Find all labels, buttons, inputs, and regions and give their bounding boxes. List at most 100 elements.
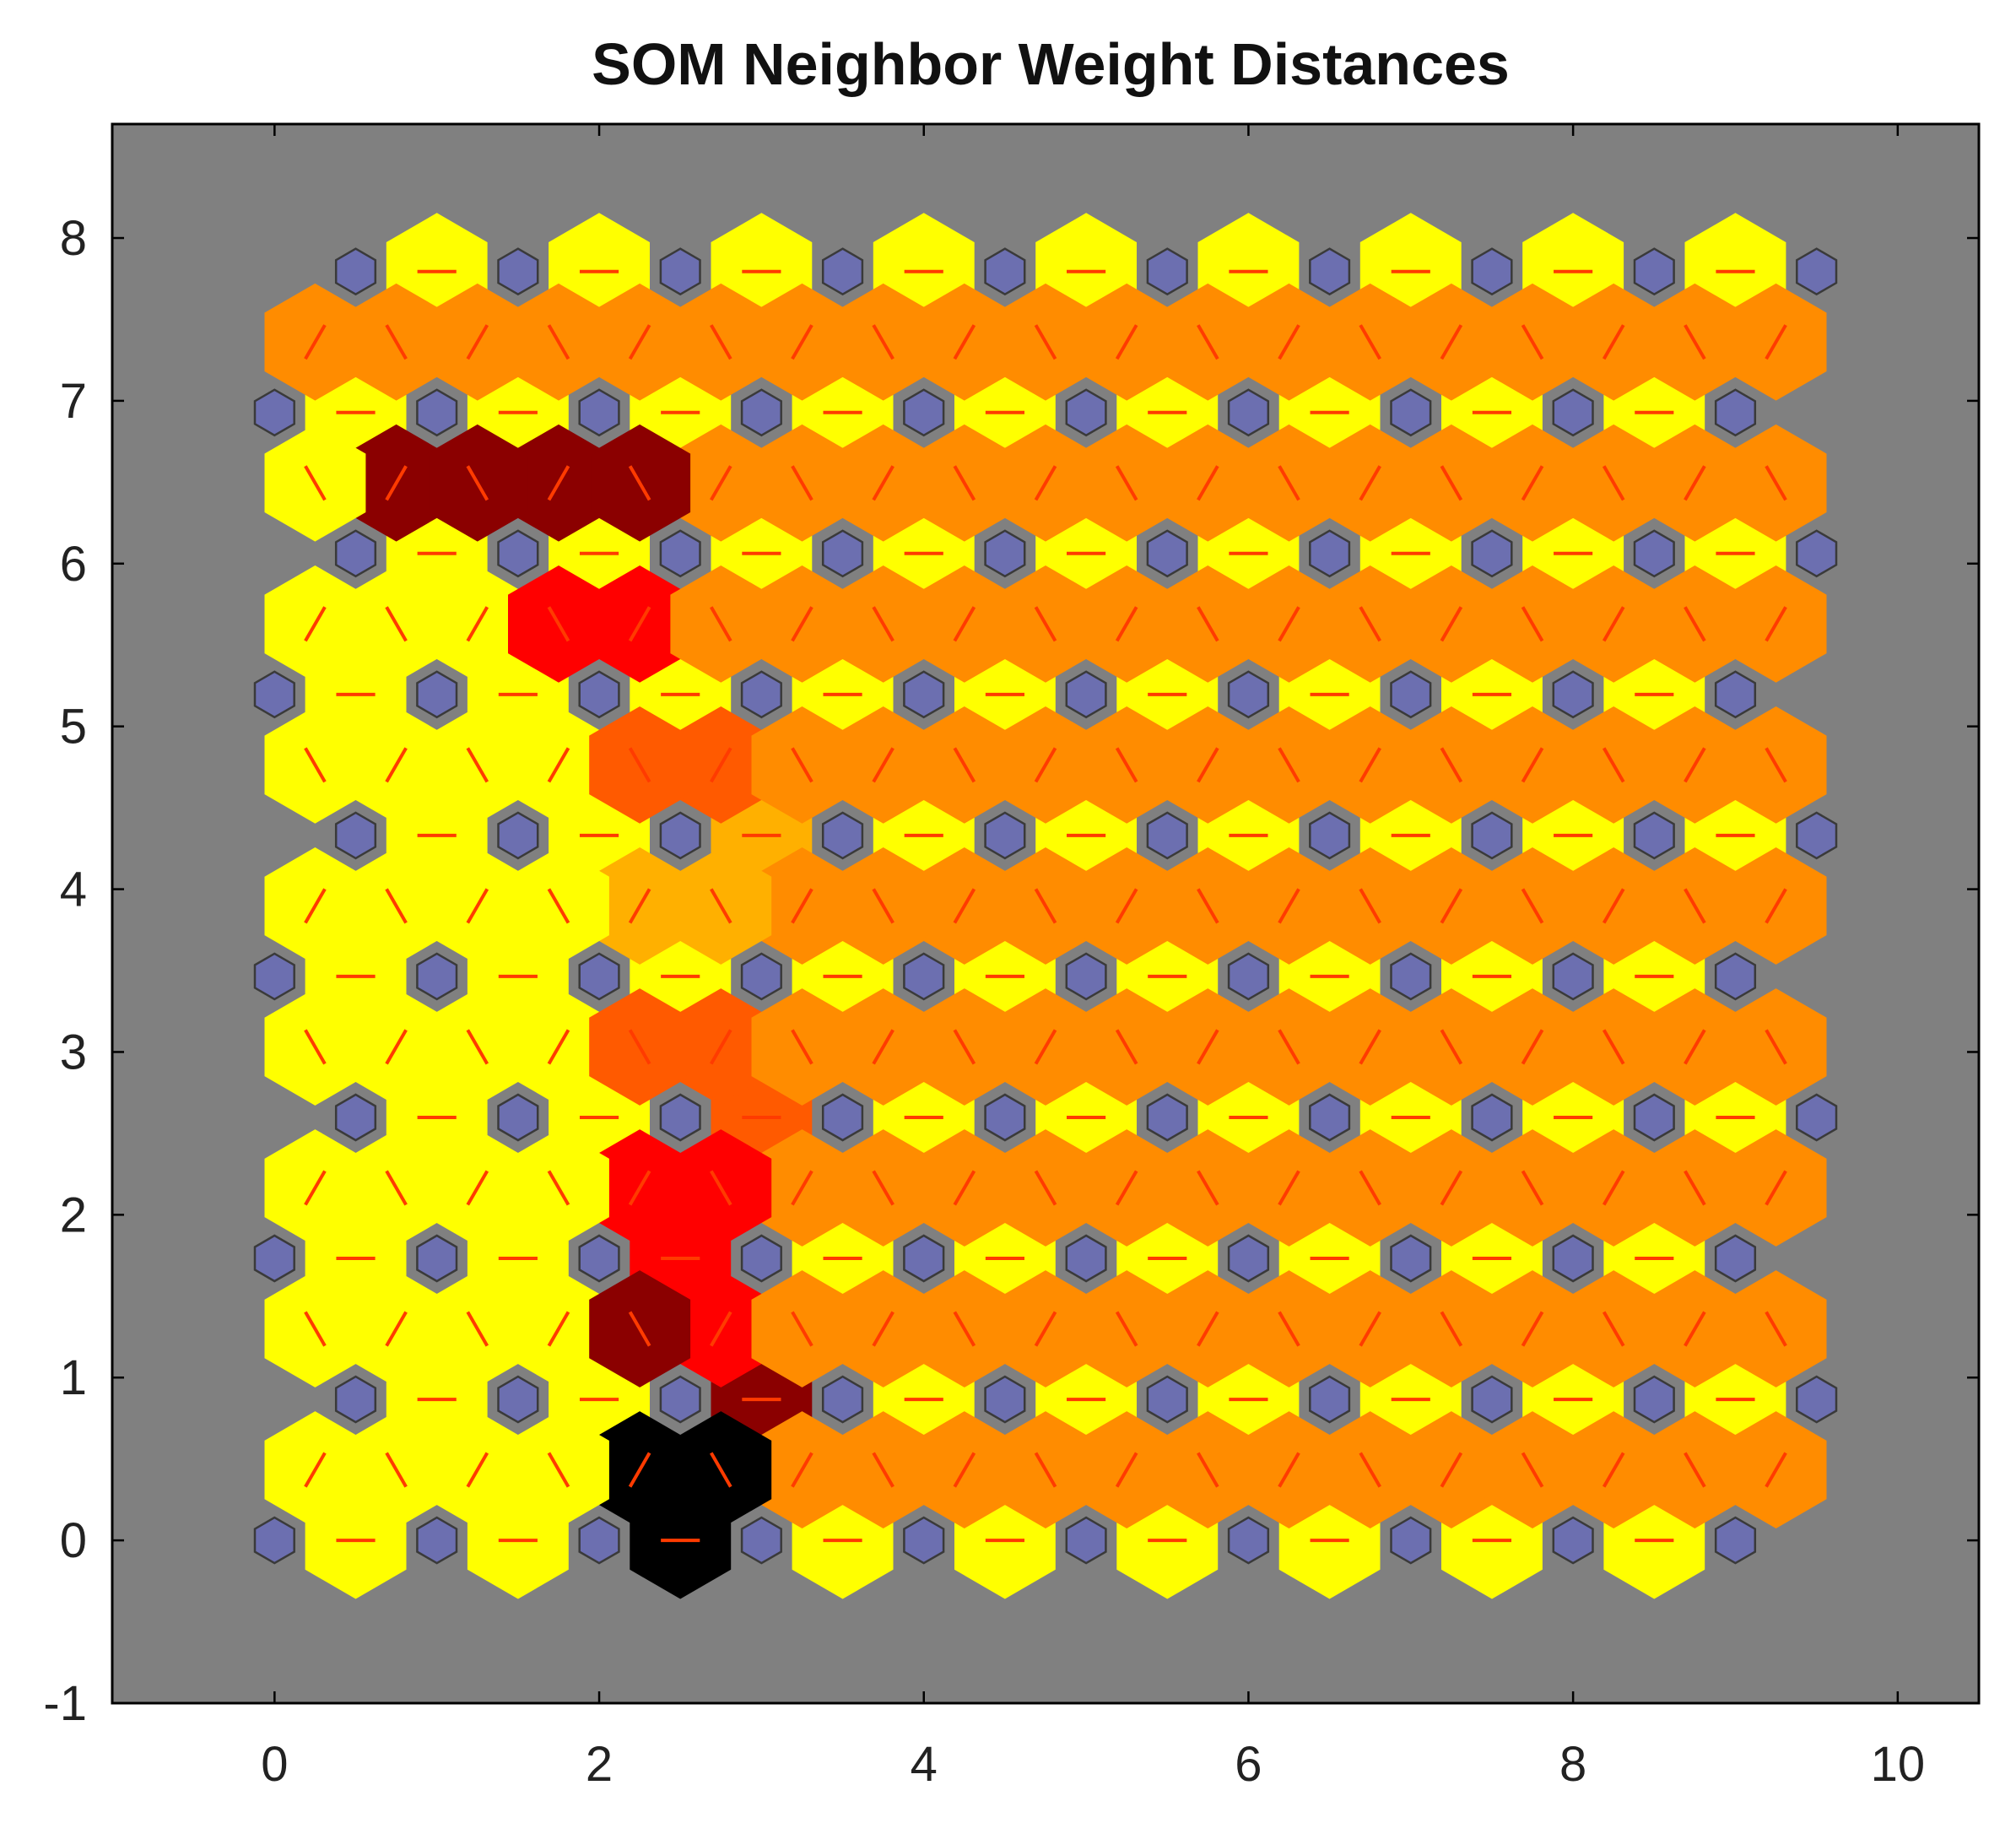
- connector-line: [547, 324, 570, 360]
- neuron: [253, 1516, 295, 1565]
- neuron: [1552, 1516, 1594, 1565]
- connector-line: [1602, 606, 1625, 642]
- connector-lines: [304, 269, 1787, 1543]
- connector-line: [791, 1029, 813, 1065]
- connector-line: [872, 606, 894, 642]
- x-axis: 0 2 4 6 8 10: [261, 124, 1925, 1792]
- neuron: [984, 529, 1026, 578]
- connector-line: [1115, 324, 1138, 360]
- connector-line: [1359, 888, 1381, 924]
- connector-line: [710, 606, 732, 642]
- neuron: [1796, 1375, 1838, 1424]
- connector-line: [791, 324, 813, 360]
- connector-line: [1359, 324, 1381, 360]
- connector-line: [466, 1311, 489, 1347]
- connector-line: [304, 1311, 327, 1347]
- neuron: [659, 247, 701, 296]
- neuron: [659, 529, 701, 578]
- y-tick-label: 1: [60, 1350, 87, 1405]
- connector-line: [953, 747, 976, 783]
- connector-line: [628, 1452, 651, 1488]
- connector-line: [1278, 1452, 1300, 1488]
- connector-line: [710, 888, 732, 924]
- connector-line: [547, 1452, 570, 1488]
- connector-line: [1440, 888, 1463, 924]
- neuron: [416, 1516, 458, 1565]
- connector-line: [1278, 465, 1300, 501]
- neuron: [740, 1234, 782, 1283]
- neuron: [253, 670, 295, 719]
- connector-line: [710, 1029, 732, 1065]
- y-tick-label: 5: [60, 700, 87, 755]
- connector-line: [1684, 1029, 1706, 1065]
- neuron: [1471, 1093, 1513, 1142]
- connector-line: [628, 747, 651, 783]
- connector-line: [547, 747, 570, 783]
- x-tick-label: 8: [1559, 1737, 1586, 1792]
- connector-line: [710, 465, 732, 501]
- x-tick-label: 10: [1871, 1737, 1926, 1792]
- connector-line: [1521, 747, 1544, 783]
- connector-line: [385, 1170, 408, 1206]
- connector-line: [1278, 1029, 1300, 1065]
- connector-line: [1684, 1311, 1706, 1347]
- connector-line: [1684, 888, 1706, 924]
- neuron: [416, 670, 458, 719]
- neuron: [903, 1234, 945, 1283]
- connector-line: [628, 324, 651, 360]
- neuron: [578, 670, 620, 719]
- connector-line: [872, 1029, 894, 1065]
- connector-line: [1197, 888, 1219, 924]
- neuron: [497, 529, 539, 578]
- connector-line: [466, 324, 489, 360]
- connector-line: [1765, 1029, 1787, 1065]
- neuron: [740, 388, 782, 437]
- connector-line: [1440, 465, 1463, 501]
- neuron: [659, 811, 701, 860]
- connector-line: [1521, 1311, 1544, 1347]
- connector-line: [953, 1170, 976, 1206]
- connector-line: [1034, 1170, 1057, 1206]
- connector-line: [953, 1029, 976, 1065]
- neuron: [1714, 388, 1757, 437]
- neuron: [1309, 1375, 1351, 1424]
- connector-line: [1034, 1311, 1057, 1347]
- connector-line: [1359, 747, 1381, 783]
- connector-line: [466, 747, 489, 783]
- neuron: [740, 670, 782, 719]
- neuron: [659, 1375, 701, 1424]
- connector-line: [466, 1029, 489, 1065]
- connector-line: [1115, 1311, 1138, 1347]
- connector-line: [1034, 1029, 1057, 1065]
- neuron: [1714, 1516, 1757, 1565]
- connector-line: [791, 606, 813, 642]
- connector-line: [1602, 1452, 1625, 1488]
- connector-line: [1278, 324, 1300, 360]
- connector-line: [1115, 747, 1138, 783]
- neuron: [1146, 247, 1188, 296]
- neuron: [1065, 388, 1107, 437]
- neuron: [1065, 670, 1107, 719]
- y-tick-label: 0: [60, 1513, 87, 1568]
- connector-line: [547, 606, 570, 642]
- connector-line: [1521, 1170, 1544, 1206]
- neuron: [1309, 247, 1351, 296]
- neuron: [497, 1093, 539, 1142]
- neuron: [416, 388, 458, 437]
- neuron: [1390, 952, 1432, 1001]
- x-tick-label: 6: [1235, 1737, 1262, 1792]
- neuron: [1065, 1516, 1107, 1565]
- connector-line: [1684, 747, 1706, 783]
- neuron: [1796, 247, 1838, 296]
- connector-line: [710, 324, 732, 360]
- connector-line: [628, 606, 651, 642]
- connector-line: [547, 465, 570, 501]
- neuron: [1146, 529, 1188, 578]
- neuron: [821, 1375, 864, 1424]
- connector-line: [872, 1311, 894, 1347]
- connector-line: [1440, 1311, 1463, 1347]
- connector-line: [1115, 465, 1138, 501]
- y-tick-label: -1: [43, 1676, 87, 1731]
- neuron: [334, 1093, 377, 1142]
- connector-line: [1521, 1029, 1544, 1065]
